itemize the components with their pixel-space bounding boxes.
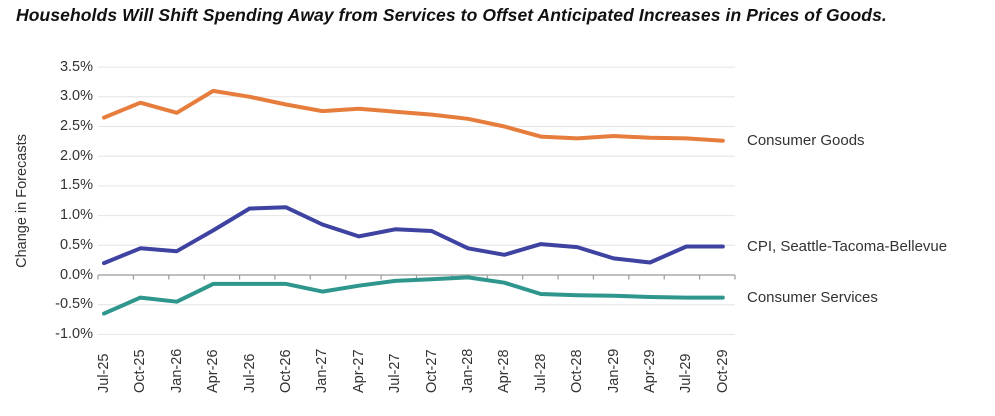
series-label: Consumer Goods bbox=[747, 131, 865, 149]
x-tick-label: Jan-29 bbox=[605, 348, 622, 393]
y-tick-label: 1.0% bbox=[59, 207, 93, 224]
x-tick-label: Jan-26 bbox=[168, 348, 185, 393]
y-tick-label: -0.5% bbox=[55, 296, 93, 313]
y-tick-label: 3.0% bbox=[59, 88, 93, 105]
x-tick-label: Jan-27 bbox=[314, 348, 331, 393]
y-tick-label: 2.0% bbox=[59, 147, 93, 164]
y-tick-label: 1.5% bbox=[59, 177, 93, 194]
series-label: CPI, Seattle-Tacoma-Bellevue bbox=[747, 237, 948, 255]
series-line bbox=[102, 205, 725, 266]
chart-title: Households Will Shift Spending Away from… bbox=[16, 5, 887, 25]
x-tick-label: Apr-28 bbox=[496, 349, 513, 393]
series-line bbox=[102, 275, 725, 316]
x-tick-label: Oct-25 bbox=[132, 349, 149, 393]
x-tick-label: Jul-26 bbox=[241, 353, 258, 394]
x-tick-label: Oct-28 bbox=[569, 349, 586, 393]
y-tick-label: 0.0% bbox=[59, 266, 93, 283]
x-tick-label: Oct-29 bbox=[714, 349, 731, 393]
x-tick-label: Apr-29 bbox=[642, 349, 658, 393]
x-tick-label: Apr-27 bbox=[350, 349, 367, 393]
series-label: Consumer Services bbox=[747, 288, 878, 306]
x-tick-label: Oct-27 bbox=[423, 349, 440, 393]
series-line bbox=[102, 88, 725, 143]
x-tick-label: Jul-29 bbox=[678, 353, 695, 394]
y-tick-label: 2.5% bbox=[59, 118, 93, 134]
y-tick-label: 0.5% bbox=[59, 236, 93, 253]
x-tick-label: Jul-27 bbox=[387, 353, 404, 394]
x-tick-label: Jul-28 bbox=[532, 353, 549, 394]
x-tick-label: Apr-26 bbox=[205, 349, 222, 393]
y-tick-label: -1.0% bbox=[55, 325, 93, 342]
x-tick-label: Oct-26 bbox=[278, 349, 294, 393]
x-tick-label: Jan-28 bbox=[460, 348, 476, 393]
y-tick-label: 3.5% bbox=[59, 58, 93, 75]
x-tick-label: Jul-25 bbox=[96, 353, 112, 394]
